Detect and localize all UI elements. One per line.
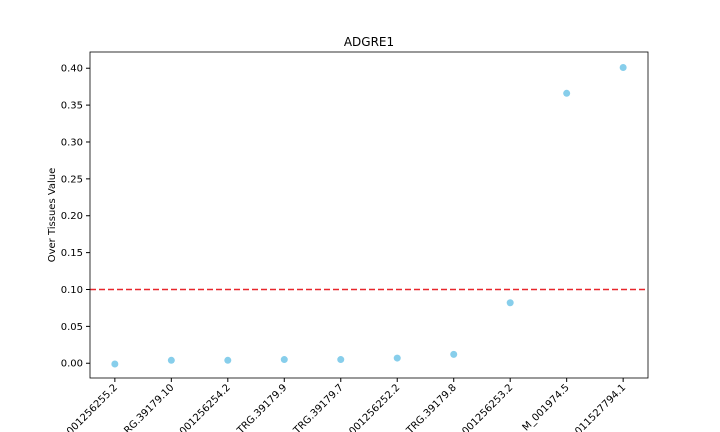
x-tick-label: RG.39179.10 xyxy=(122,382,176,432)
y-tick-label: 0.40 xyxy=(61,64,83,75)
y-tick-label: 0.20 xyxy=(61,211,83,222)
point xyxy=(167,356,175,364)
x-tick-label: TRG.39179.9 xyxy=(235,382,290,432)
x-tick-label: M_001974.5 xyxy=(521,382,572,432)
point xyxy=(619,63,627,71)
point xyxy=(506,299,514,307)
y-tick-label: 0.30 xyxy=(61,137,83,148)
point xyxy=(337,356,345,364)
x-tick-label: TRG.39179.8 xyxy=(404,382,459,432)
x-tick-label: 011527794.1 xyxy=(573,382,628,432)
plot-frame xyxy=(89,51,649,379)
x-tick-label: 001256254.2 xyxy=(178,382,233,432)
y-axis-label: Over Tissues Value xyxy=(47,168,58,263)
point xyxy=(280,356,288,364)
x-tick-label: 001256255.2 xyxy=(65,382,120,432)
y-tick-label: 0.05 xyxy=(61,322,83,333)
x-tick-label: TRG.39179.7 xyxy=(291,382,346,432)
point xyxy=(450,350,458,358)
point xyxy=(111,360,119,368)
point xyxy=(563,89,571,97)
x-tick-label: 001256253.2 xyxy=(460,382,515,432)
point xyxy=(224,356,232,364)
point xyxy=(393,354,401,362)
y-tick-label: 0.10 xyxy=(61,285,83,296)
y-tick-label: 0.35 xyxy=(61,101,83,112)
y-tick-label: 0.25 xyxy=(61,174,83,185)
x-tick-label: 001256252.2 xyxy=(347,382,402,432)
y-tick-label: 0.00 xyxy=(61,359,83,370)
chart-title: ADGRE1 xyxy=(344,35,394,49)
y-tick-label: 0.15 xyxy=(61,248,83,259)
